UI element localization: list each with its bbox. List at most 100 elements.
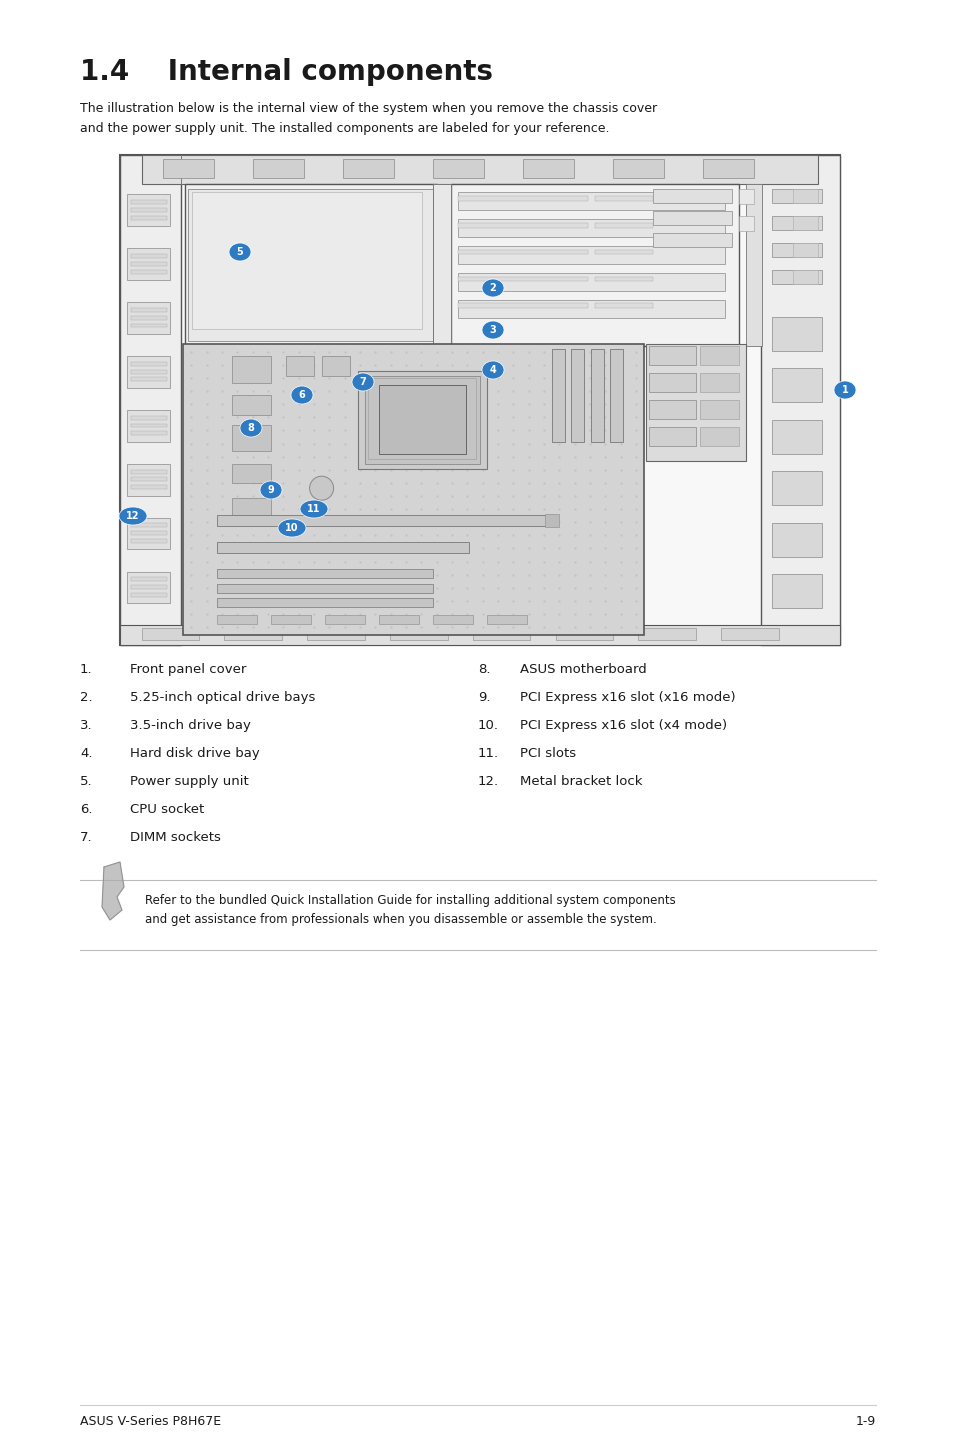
Bar: [217, 614, 256, 624]
Bar: [473, 628, 530, 640]
Bar: [271, 614, 311, 624]
Bar: [771, 316, 821, 351]
Bar: [378, 614, 418, 624]
Bar: [487, 614, 526, 624]
Bar: [792, 190, 818, 203]
Bar: [792, 216, 818, 230]
Text: 1.4    Internal components: 1.4 Internal components: [80, 58, 493, 86]
Ellipse shape: [481, 279, 503, 298]
Bar: [232, 395, 271, 414]
Bar: [645, 344, 745, 462]
Bar: [217, 569, 433, 578]
Ellipse shape: [833, 381, 855, 398]
Bar: [131, 477, 167, 482]
Ellipse shape: [229, 243, 251, 262]
Bar: [771, 243, 821, 257]
Ellipse shape: [291, 385, 313, 404]
Text: DIMM sockets: DIMM sockets: [130, 831, 221, 844]
Text: 11: 11: [307, 503, 320, 513]
Bar: [522, 160, 573, 177]
Text: 8.: 8.: [477, 663, 490, 676]
Text: PCI Express x16 slot (x16 mode): PCI Express x16 slot (x16 mode): [519, 692, 735, 705]
Text: PCI slots: PCI slots: [519, 746, 576, 761]
Bar: [699, 347, 739, 365]
Bar: [131, 485, 167, 489]
Ellipse shape: [240, 418, 262, 437]
Bar: [720, 628, 778, 640]
Bar: [232, 424, 271, 452]
Bar: [232, 355, 271, 383]
Bar: [760, 155, 840, 646]
Bar: [649, 372, 696, 391]
Bar: [343, 160, 394, 177]
Bar: [638, 628, 696, 640]
Text: 9: 9: [268, 485, 274, 495]
Bar: [131, 200, 167, 204]
Text: 6: 6: [298, 390, 305, 400]
Bar: [185, 184, 436, 347]
Bar: [131, 585, 167, 590]
Bar: [458, 219, 724, 237]
Bar: [595, 303, 652, 308]
Bar: [745, 184, 761, 347]
Text: CPU socket: CPU socket: [130, 802, 204, 815]
Text: 7.: 7.: [80, 831, 92, 844]
Bar: [590, 348, 603, 441]
Bar: [321, 355, 350, 375]
Ellipse shape: [119, 508, 147, 525]
Bar: [613, 160, 663, 177]
Text: The illustration below is the internal view of the system when you remove the ch: The illustration below is the internal v…: [80, 102, 657, 135]
Text: Hard disk drive bay: Hard disk drive bay: [130, 746, 259, 761]
Bar: [433, 160, 483, 177]
Bar: [253, 160, 303, 177]
Bar: [183, 344, 643, 636]
Bar: [699, 427, 739, 446]
Bar: [131, 324, 167, 328]
Bar: [458, 250, 587, 255]
Bar: [325, 614, 364, 624]
Text: 1: 1: [841, 385, 847, 395]
Bar: [702, 160, 753, 177]
Text: 3.: 3.: [80, 719, 92, 732]
Text: 5: 5: [236, 247, 243, 257]
Bar: [217, 584, 433, 592]
Bar: [127, 410, 171, 441]
Circle shape: [310, 476, 334, 500]
Bar: [224, 628, 282, 640]
Bar: [433, 614, 473, 624]
Bar: [127, 571, 171, 604]
Text: 12.: 12.: [477, 775, 498, 788]
Bar: [131, 377, 167, 381]
Bar: [771, 522, 821, 557]
Ellipse shape: [260, 480, 282, 499]
Text: 8: 8: [247, 423, 254, 433]
Bar: [368, 378, 476, 459]
Bar: [792, 270, 818, 283]
Polygon shape: [102, 861, 124, 920]
Bar: [595, 196, 652, 200]
Bar: [127, 249, 171, 280]
Text: ASUS motherboard: ASUS motherboard: [519, 663, 646, 676]
Bar: [163, 160, 213, 177]
Bar: [451, 184, 739, 347]
Bar: [120, 155, 840, 646]
Bar: [131, 209, 167, 211]
Bar: [792, 243, 818, 257]
Bar: [771, 472, 821, 505]
Text: Front panel cover: Front panel cover: [130, 663, 246, 676]
Bar: [131, 216, 167, 220]
Ellipse shape: [352, 372, 374, 391]
Bar: [771, 190, 821, 203]
Ellipse shape: [299, 500, 328, 518]
Bar: [458, 191, 724, 210]
Bar: [192, 191, 422, 329]
Text: 1.: 1.: [80, 663, 92, 676]
Text: 10: 10: [285, 523, 298, 533]
Bar: [131, 470, 167, 473]
Bar: [285, 355, 314, 375]
Bar: [232, 463, 271, 483]
Bar: [131, 578, 167, 581]
Text: Refer to the bundled Quick Installation Guide for installing additional system c: Refer to the bundled Quick Installation …: [145, 894, 675, 926]
Bar: [131, 370, 167, 374]
Ellipse shape: [481, 361, 503, 380]
